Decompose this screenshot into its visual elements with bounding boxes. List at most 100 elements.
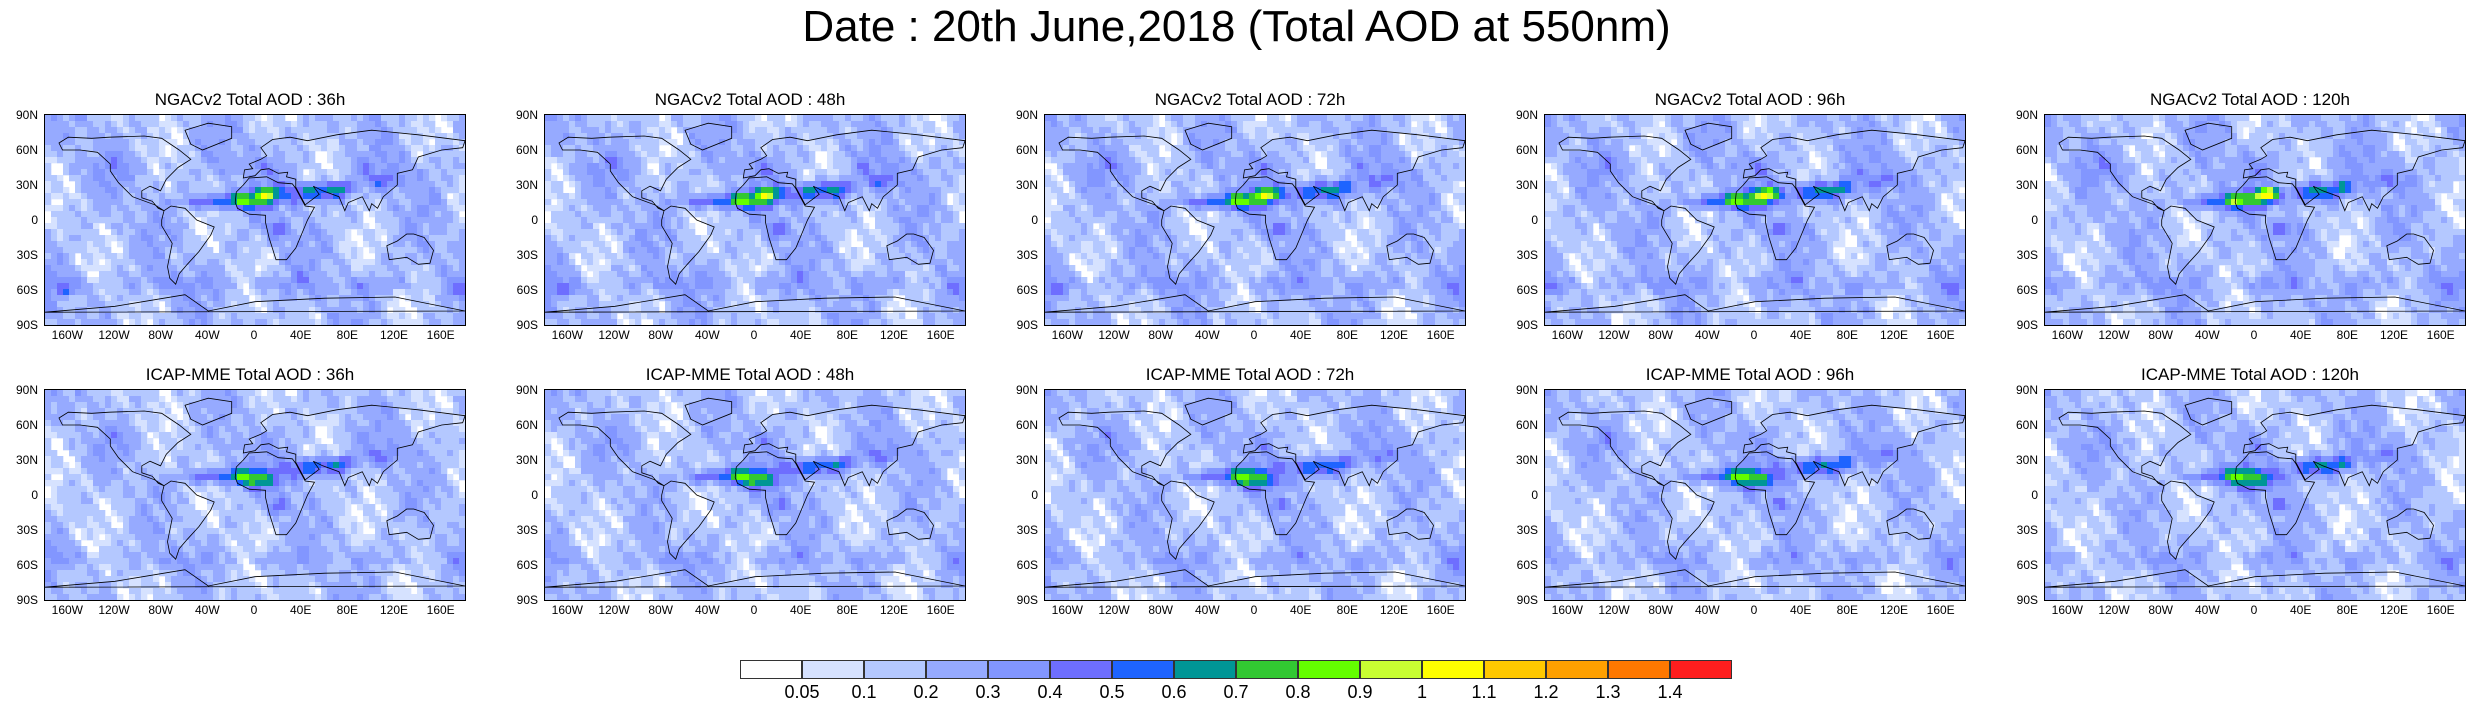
aod-cell <box>117 175 123 181</box>
aod-cell <box>453 259 459 265</box>
aod-cell <box>81 259 87 265</box>
aod-cell <box>135 307 141 313</box>
aod-cell <box>917 139 923 145</box>
aod-cell <box>1075 127 1081 133</box>
aod-cell <box>959 151 965 157</box>
aod-cell <box>575 301 581 307</box>
aod-cell <box>225 277 231 283</box>
aod-cell <box>273 235 279 241</box>
aod-cell <box>105 211 111 217</box>
aod-cell <box>857 199 863 205</box>
aod-cell <box>399 211 405 217</box>
aod-cell <box>249 283 255 289</box>
aod-cell <box>51 127 57 133</box>
aod-cell <box>195 205 201 211</box>
aod-cell <box>1237 127 1243 133</box>
aod-cell <box>875 187 881 193</box>
aod-cell <box>551 265 557 271</box>
aod-cell <box>635 139 641 145</box>
aod-cell <box>611 199 617 205</box>
aod-cell <box>399 283 405 289</box>
aod-cell <box>617 199 623 205</box>
aod-cell <box>827 277 833 283</box>
aod-cell <box>935 229 941 235</box>
aod-cell <box>545 181 551 187</box>
aod-cell <box>749 133 755 139</box>
aod-cell <box>153 265 159 271</box>
aod-cell <box>581 223 587 229</box>
aod-cell <box>105 217 111 223</box>
aod-cell <box>297 319 303 325</box>
aod-cell <box>57 283 63 289</box>
aod-cell <box>171 211 177 217</box>
aod-cell <box>99 271 105 277</box>
aod-cell <box>833 121 839 127</box>
aod-cell <box>815 289 821 295</box>
aod-cell <box>845 271 851 277</box>
longitude-label: 80W <box>136 328 186 342</box>
aod-cell <box>719 211 725 217</box>
aod-cell <box>857 181 863 187</box>
aod-cell <box>153 229 159 235</box>
aod-cell <box>69 121 75 127</box>
aod-cell <box>869 175 875 181</box>
aod-cell <box>165 283 171 289</box>
aod-cell <box>315 277 321 283</box>
aod-cell <box>309 307 315 313</box>
aod-cell <box>749 181 755 187</box>
aod-cell <box>815 301 821 307</box>
aod-cell <box>545 115 551 121</box>
aod-cell <box>375 283 381 289</box>
aod-cell <box>99 187 105 193</box>
aod-cell <box>261 199 267 205</box>
aod-cell <box>953 121 959 127</box>
aod-cell <box>581 259 587 265</box>
aod-cell <box>803 241 809 247</box>
aod-cell <box>659 247 665 253</box>
aod-cell <box>285 217 291 223</box>
aod-cell <box>411 115 417 121</box>
aod-cell <box>845 121 851 127</box>
aod-cell <box>941 229 947 235</box>
aod-cell <box>1189 115 1195 121</box>
aod-cell <box>803 319 809 325</box>
aod-cell <box>617 265 623 271</box>
aod-cell <box>557 133 563 139</box>
aod-cell <box>839 313 845 319</box>
aod-cell <box>423 121 429 127</box>
aod-cell <box>381 301 387 307</box>
aod-cell <box>1123 127 1129 133</box>
aod-cell <box>285 133 291 139</box>
aod-cell <box>851 205 857 211</box>
aod-cell <box>827 199 833 205</box>
aod-map <box>544 114 966 326</box>
aod-cell <box>911 223 917 229</box>
aod-cell <box>671 247 677 253</box>
aod-cell <box>345 301 351 307</box>
aod-cell <box>647 175 653 181</box>
aod-cell <box>803 295 809 301</box>
panel-title: NGACv2 Total AOD : 72h <box>1000 90 1500 110</box>
aod-cell <box>339 157 345 163</box>
aod-cell <box>827 169 833 175</box>
aod-cell <box>911 253 917 259</box>
aod-cell <box>375 187 381 193</box>
aod-cell <box>827 259 833 265</box>
aod-cell <box>183 145 189 151</box>
aod-cell <box>393 307 399 313</box>
aod-cell <box>659 181 665 187</box>
longitude-label: 160W <box>42 328 92 342</box>
aod-cell <box>911 265 917 271</box>
aod-cell <box>923 145 929 151</box>
aod-cell <box>953 241 959 247</box>
aod-cell <box>189 187 195 193</box>
aod-cell <box>219 175 225 181</box>
aod-cell <box>851 145 857 151</box>
aod-cell <box>453 115 459 121</box>
aod-cell <box>899 181 905 187</box>
aod-cell <box>563 163 569 169</box>
aod-cell <box>785 265 791 271</box>
aod-cell <box>923 241 929 247</box>
aod-cell <box>719 313 725 319</box>
aod-cell <box>623 163 629 169</box>
